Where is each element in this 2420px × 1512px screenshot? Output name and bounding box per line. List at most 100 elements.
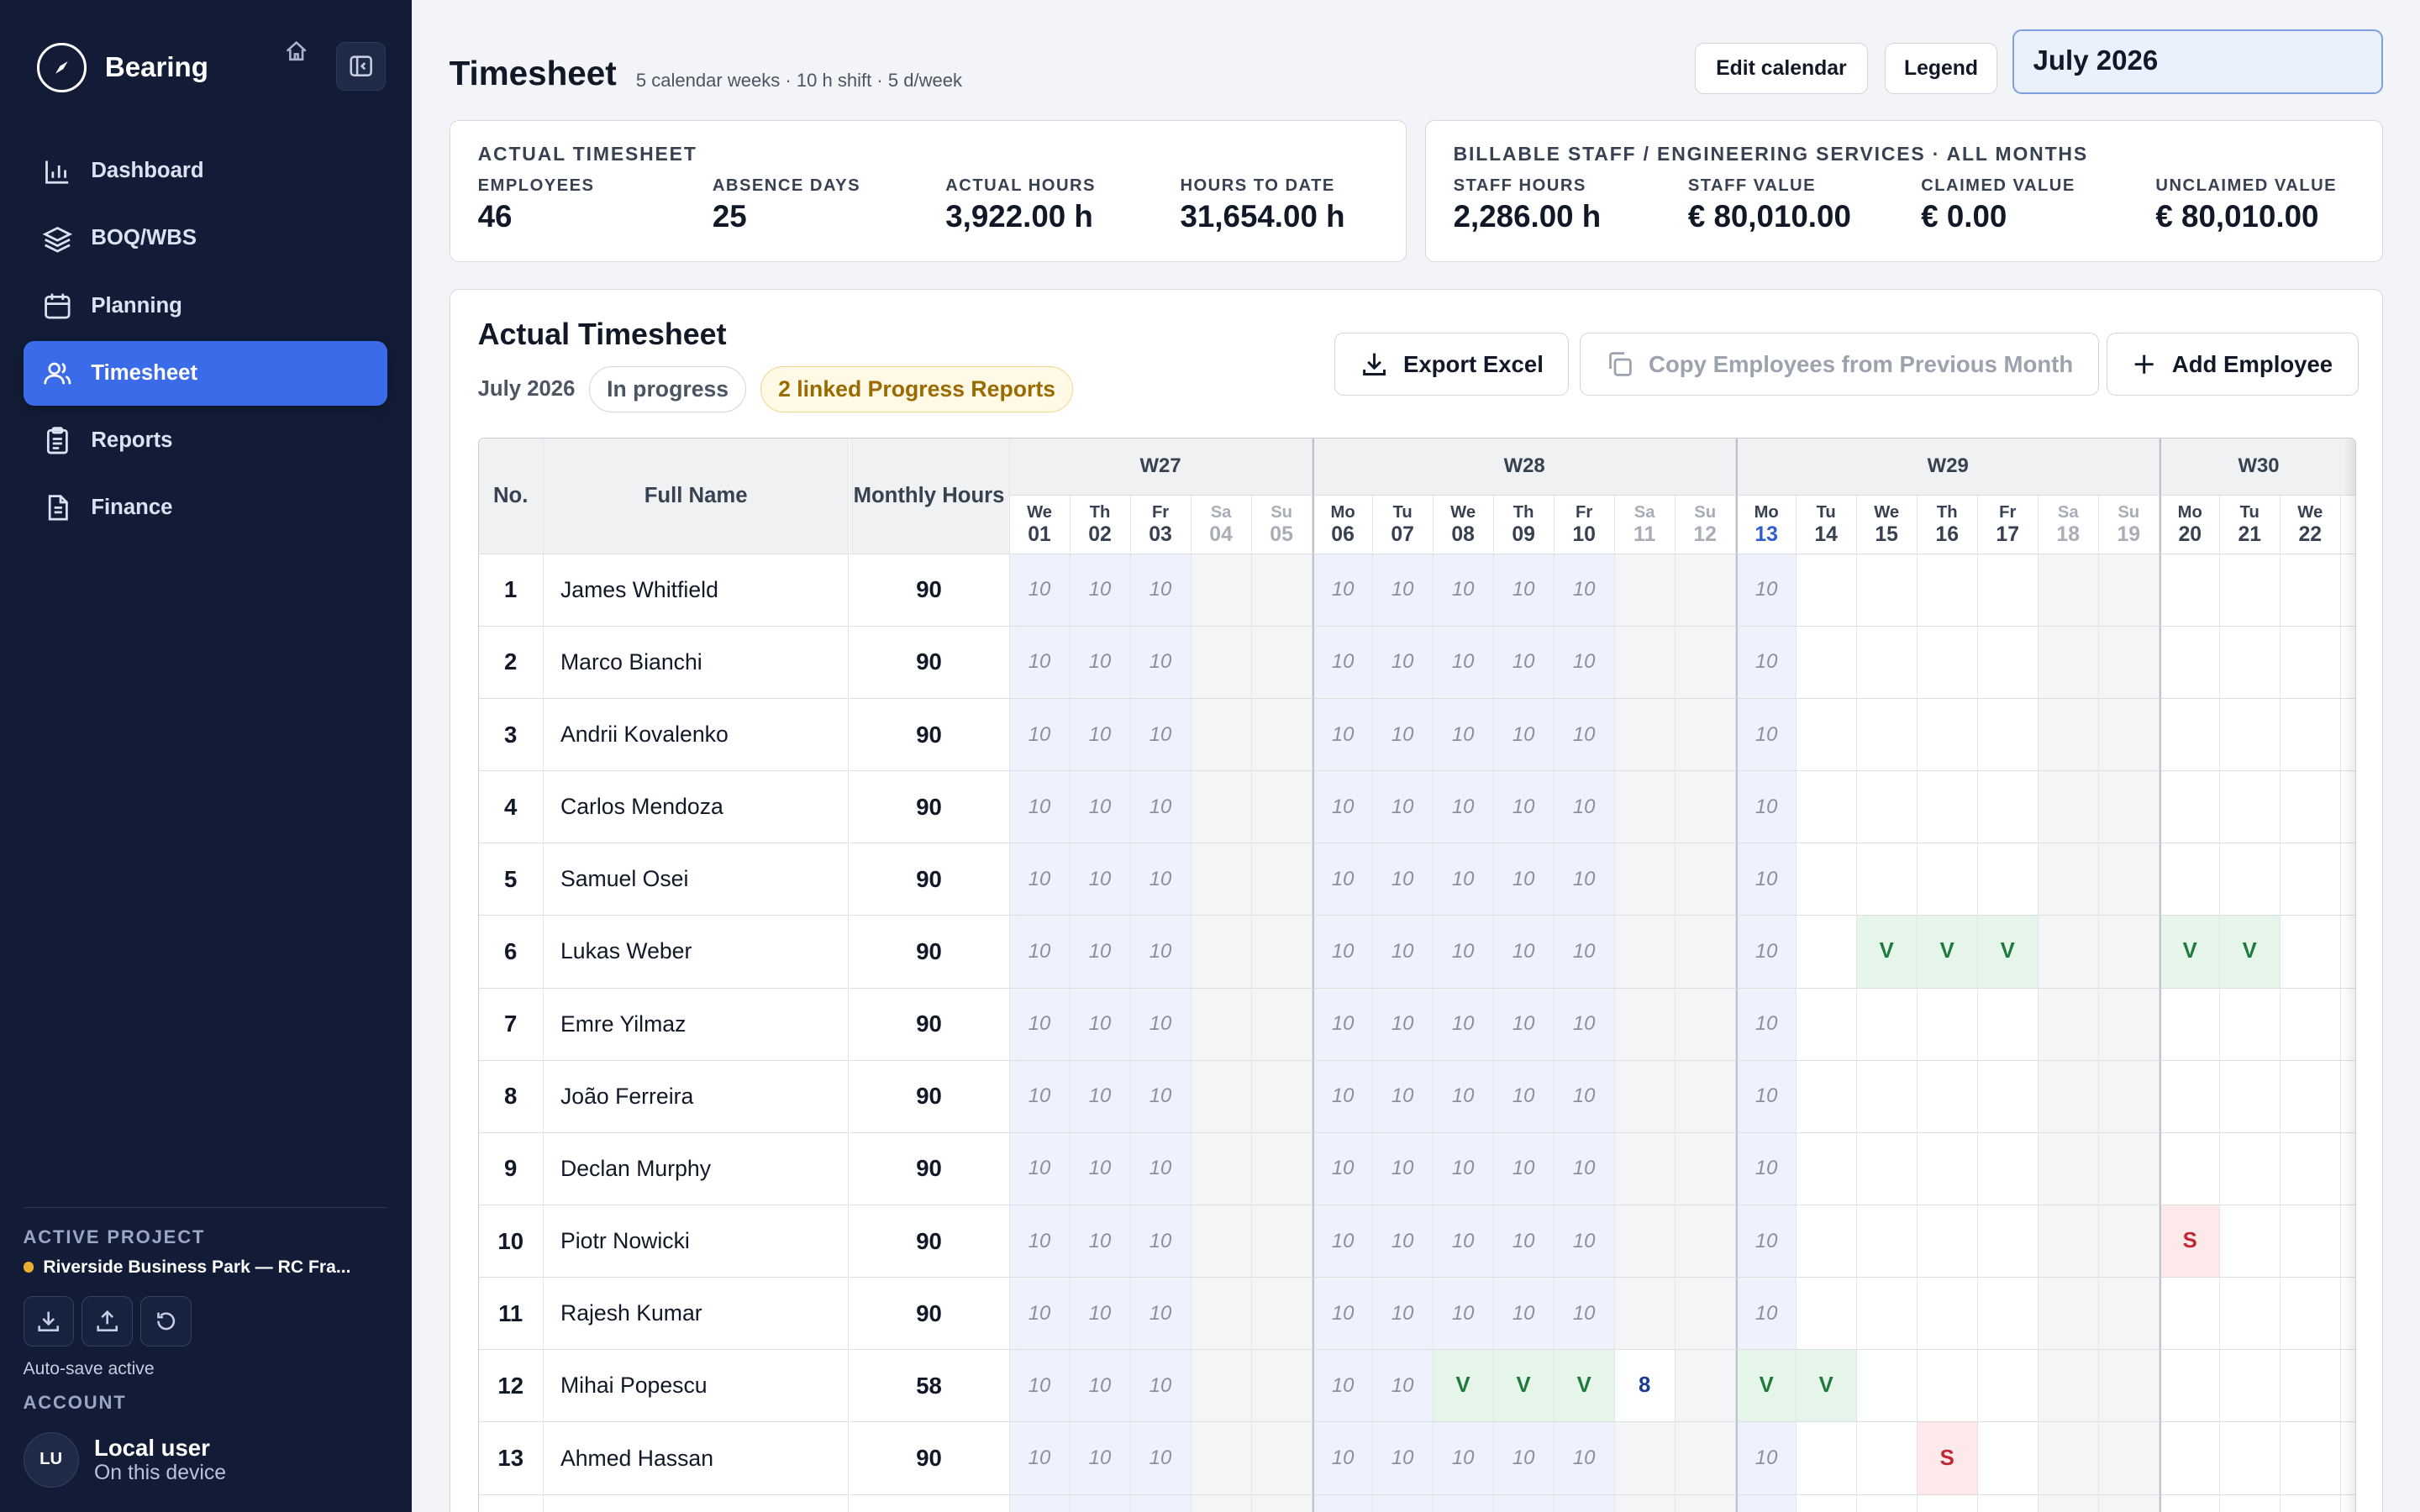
day-cell[interactable]: 10 xyxy=(1130,1422,1192,1495)
nav-item-dashboard[interactable]: Dashboard xyxy=(24,139,388,203)
day-cell[interactable]: 10 xyxy=(1009,1132,1071,1206)
day-cell[interactable] xyxy=(2038,698,2099,772)
employee-name[interactable]: Declan Murphy xyxy=(543,1132,850,1206)
day-cell[interactable] xyxy=(1857,1494,1918,1512)
day-cell[interactable] xyxy=(2098,1422,2160,1495)
day-cell[interactable] xyxy=(1130,1494,1192,1512)
day-cell[interactable]: 10 xyxy=(1493,626,1555,699)
day-cell[interactable]: 10 xyxy=(1009,554,1071,627)
day-cell[interactable]: 10 xyxy=(1554,916,1615,989)
day-cell[interactable] xyxy=(2159,1132,2220,1206)
employee-name[interactable]: Rajesh Kumar xyxy=(543,1278,850,1351)
day-cell[interactable] xyxy=(1614,988,1676,1061)
day-cell[interactable] xyxy=(1796,843,1857,916)
day-cell[interactable] xyxy=(1675,988,1736,1061)
day-cell[interactable] xyxy=(1191,771,1252,844)
day-cell[interactable]: 10 xyxy=(1009,1060,1071,1133)
employee-name[interactable] xyxy=(544,1494,850,1512)
day-cell[interactable]: 10 xyxy=(1130,988,1192,1061)
day-cell[interactable]: 10 xyxy=(1493,698,1555,772)
day-cell[interactable]: S xyxy=(2159,1205,2220,1278)
employee-name[interactable]: Carlos Mendoza xyxy=(543,771,850,844)
day-cell[interactable]: 10 xyxy=(1372,1422,1434,1495)
day-cell[interactable]: 10 xyxy=(1312,988,1373,1061)
day-cell[interactable] xyxy=(2219,988,2281,1061)
export-excel-button[interactable]: Export Excel xyxy=(1334,332,1570,396)
day-cell[interactable] xyxy=(2219,1278,2281,1351)
day-cell[interactable] xyxy=(1614,843,1676,916)
day-cell[interactable] xyxy=(2098,698,2160,772)
day-cell[interactable] xyxy=(1856,1278,1918,1351)
day-cell[interactable]: 10 xyxy=(1130,771,1192,844)
day-cell[interactable] xyxy=(1372,1494,1434,1512)
day-cell[interactable] xyxy=(1917,988,1978,1061)
day-cell[interactable] xyxy=(1918,1494,1978,1512)
day-cell[interactable] xyxy=(2098,843,2160,916)
day-cell[interactable] xyxy=(1977,843,2039,916)
day-cell[interactable]: 10 xyxy=(1554,1132,1615,1206)
copy-employees-button[interactable]: Copy Employees from Previous Month xyxy=(1580,332,2099,396)
day-cell[interactable] xyxy=(1796,771,1857,844)
day-cell[interactable] xyxy=(2159,843,2220,916)
employee-name[interactable]: Samuel Osei xyxy=(543,843,850,916)
day-cell[interactable] xyxy=(1614,1278,1676,1351)
day-cell[interactable] xyxy=(2038,1205,2099,1278)
day-cell[interactable]: 10 xyxy=(1130,843,1192,916)
day-cell[interactable] xyxy=(2340,1350,2356,1423)
nav-item-reports[interactable]: Reports xyxy=(24,408,388,473)
day-cell[interactable]: 10 xyxy=(1735,843,1797,916)
day-cell[interactable] xyxy=(2280,698,2341,772)
day-cell[interactable] xyxy=(2159,1422,2220,1495)
day-cell[interactable] xyxy=(2280,771,2341,844)
day-cell[interactable] xyxy=(2280,843,2341,916)
day-cell[interactable] xyxy=(2159,698,2220,772)
employee-name[interactable]: James Whitfield xyxy=(543,554,850,627)
day-cell[interactable] xyxy=(2098,1350,2160,1423)
day-cell[interactable] xyxy=(2219,1205,2281,1278)
day-cell[interactable]: 10 xyxy=(1312,843,1373,916)
day-cell[interactable]: 10 xyxy=(1433,1422,1494,1495)
day-cell[interactable] xyxy=(1191,554,1252,627)
day-cell[interactable]: 10 xyxy=(1009,1278,1071,1351)
day-cell[interactable] xyxy=(2159,1060,2220,1133)
day-cell[interactable]: 10 xyxy=(1009,1205,1071,1278)
day-cell[interactable] xyxy=(1856,626,1918,699)
day-cell[interactable] xyxy=(1614,916,1676,989)
employee-name[interactable]: Lukas Weber xyxy=(543,916,850,989)
day-cell[interactable]: 10 xyxy=(1735,1422,1797,1495)
day-cell[interactable] xyxy=(1675,1278,1736,1351)
day-cell[interactable] xyxy=(1796,916,1857,989)
day-cell[interactable] xyxy=(1433,1494,1494,1512)
day-cell[interactable] xyxy=(1251,771,1313,844)
day-cell[interactable] xyxy=(1796,1278,1857,1351)
day-cell[interactable]: 10 xyxy=(1433,916,1494,989)
day-cell[interactable] xyxy=(2098,1132,2160,1206)
day-cell[interactable] xyxy=(1977,554,2039,627)
day-cell[interactable] xyxy=(2098,988,2160,1061)
day-cell[interactable] xyxy=(2219,1422,2281,1495)
day-cell[interactable]: 10 xyxy=(1554,554,1615,627)
day-cell[interactable] xyxy=(1856,1422,1918,1495)
day-cell[interactable]: 10 xyxy=(1130,1060,1192,1133)
day-cell[interactable]: 8 xyxy=(1614,1350,1676,1423)
day-cell[interactable]: 10 xyxy=(1070,916,1131,989)
active-project[interactable]: Riverside Business Park — RC Fra... xyxy=(23,1257,388,1278)
day-cell[interactable] xyxy=(1675,771,1736,844)
day-cell[interactable] xyxy=(2098,771,2160,844)
day-cell[interactable]: 10 xyxy=(1735,1132,1797,1206)
day-cell[interactable]: 10 xyxy=(1070,988,1131,1061)
day-cell[interactable]: 10 xyxy=(1493,843,1555,916)
day-cell[interactable] xyxy=(2340,843,2356,916)
day-cell[interactable]: 10 xyxy=(1130,626,1192,699)
day-cell[interactable]: 10 xyxy=(1433,698,1494,772)
day-cell[interactable] xyxy=(1614,1205,1676,1278)
day-cell[interactable] xyxy=(1191,698,1252,772)
day-cell[interactable] xyxy=(1191,843,1252,916)
day-cell[interactable] xyxy=(1251,1422,1313,1495)
day-cell[interactable]: 10 xyxy=(1312,626,1373,699)
day-cell[interactable]: 10 xyxy=(1493,988,1555,1061)
day-cell[interactable]: 10 xyxy=(1554,1060,1615,1133)
day-cell[interactable]: 10 xyxy=(1372,554,1434,627)
day-cell[interactable] xyxy=(2340,771,2356,844)
day-cell[interactable] xyxy=(1614,1494,1676,1512)
